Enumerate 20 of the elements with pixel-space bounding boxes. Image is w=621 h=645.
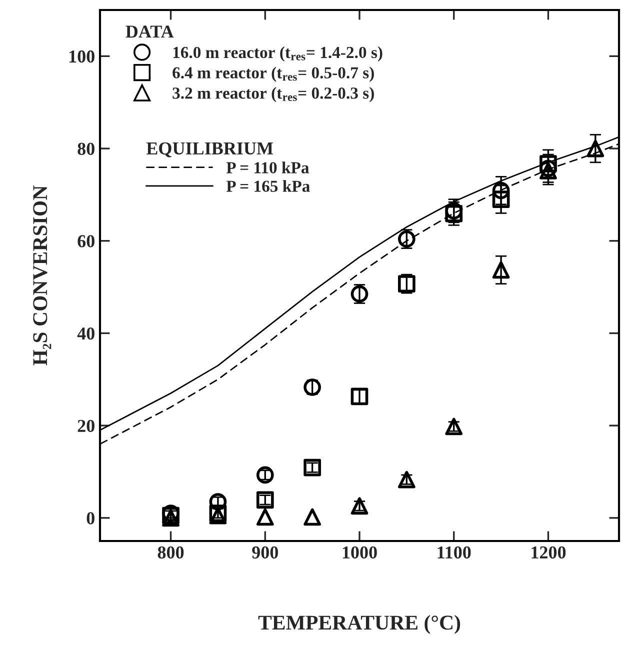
y-tick-label: 80 <box>78 142 94 155</box>
legend-label: P = 110 kPa <box>226 162 310 174</box>
x-tick-label: 1100 <box>438 546 471 559</box>
legend-label: 16.0 m reactor (t$_{res}$= 1.4-2.0 s) <box>173 46 382 62</box>
legend-title: DATA <box>126 26 174 38</box>
x-tick-label: 800 <box>158 546 184 559</box>
legend-label: 3.2 m reactor (t$_{res}$= 0.2-0.3 s) <box>172 87 374 102</box>
x-tick-label: 900 <box>252 546 278 559</box>
x-axis-title: TEMPERATURE (°C) <box>258 615 460 634</box>
annotation: EQUILIBRIUM <box>146 142 274 158</box>
y-tick-label: 0 <box>86 512 94 524</box>
y-tick-label: 20 <box>78 420 94 432</box>
y-tick-label: 60 <box>78 235 94 248</box>
y-axis-title: H₂S CONVERSION <box>33 186 52 366</box>
x-tick-label: 1000 <box>342 546 377 559</box>
legend-label: 6.4 m reactor (t$_{res}$= 0.5-0.7 s) <box>172 66 374 82</box>
y-tick-label: 40 <box>77 327 94 340</box>
legend-label: P = 165 kPa <box>226 180 310 192</box>
x-tick-label: 1200 <box>532 546 566 559</box>
y-tick-label: 100 <box>70 50 94 63</box>
